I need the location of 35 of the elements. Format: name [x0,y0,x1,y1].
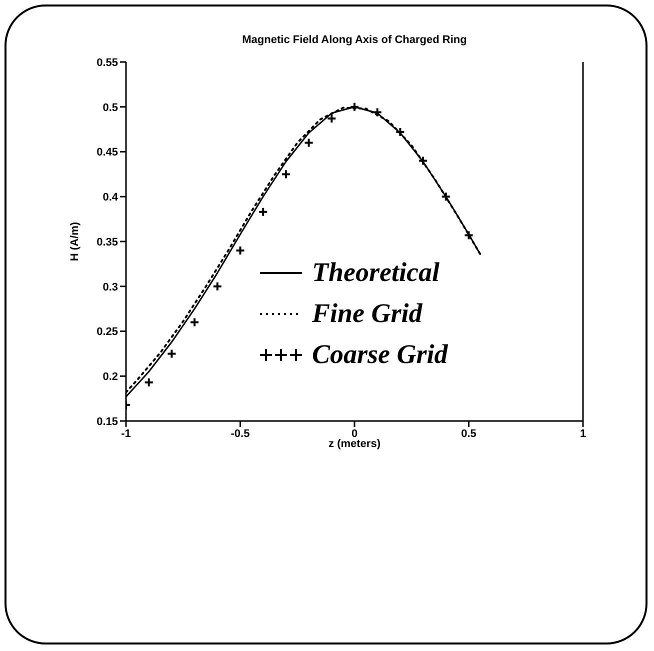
x-tick-label: -1 [121,428,131,440]
point [418,156,428,166]
x-tick-label: 0 [351,428,358,440]
y-tick-label: 0.4 [102,192,119,204]
y-tick-label: 0.2 [102,371,118,384]
x-tick-label: -0.5 [230,428,250,440]
legend-label: Theoretical [312,256,440,289]
y-axis-title: H (A/m) [68,222,81,262]
x-tick-label: 1 [580,428,586,440]
point [350,102,360,112]
y-tick-label: 0.45 [96,146,118,159]
y-tick-label: 0.35 [96,236,118,248]
point [440,192,451,202]
point [280,169,291,180]
point [258,206,268,217]
point [190,317,200,328]
point [144,377,154,388]
point [326,114,337,124]
point [166,348,177,359]
y-tick-label: 0.5 [102,102,118,114]
point [235,245,246,256]
legend-label: Fine Grid [312,297,422,330]
y-tick-label: 0.15 [96,416,118,428]
point [395,127,406,138]
x-tick-label: 0.5 [461,428,476,440]
point [372,107,382,118]
legend-label: Coarse Grid [312,338,448,371]
chart-title: Magnetic Field Along Axis of Charged Ring [241,34,468,46]
y-tick-label: 0.3 [102,281,118,294]
y-tick-label: 0.55 [96,56,118,69]
y-tick-label: 0.25 [96,326,118,338]
x-axis-title: z (meters) [328,438,381,450]
point [212,281,222,292]
point [304,138,314,148]
point [464,230,474,240]
